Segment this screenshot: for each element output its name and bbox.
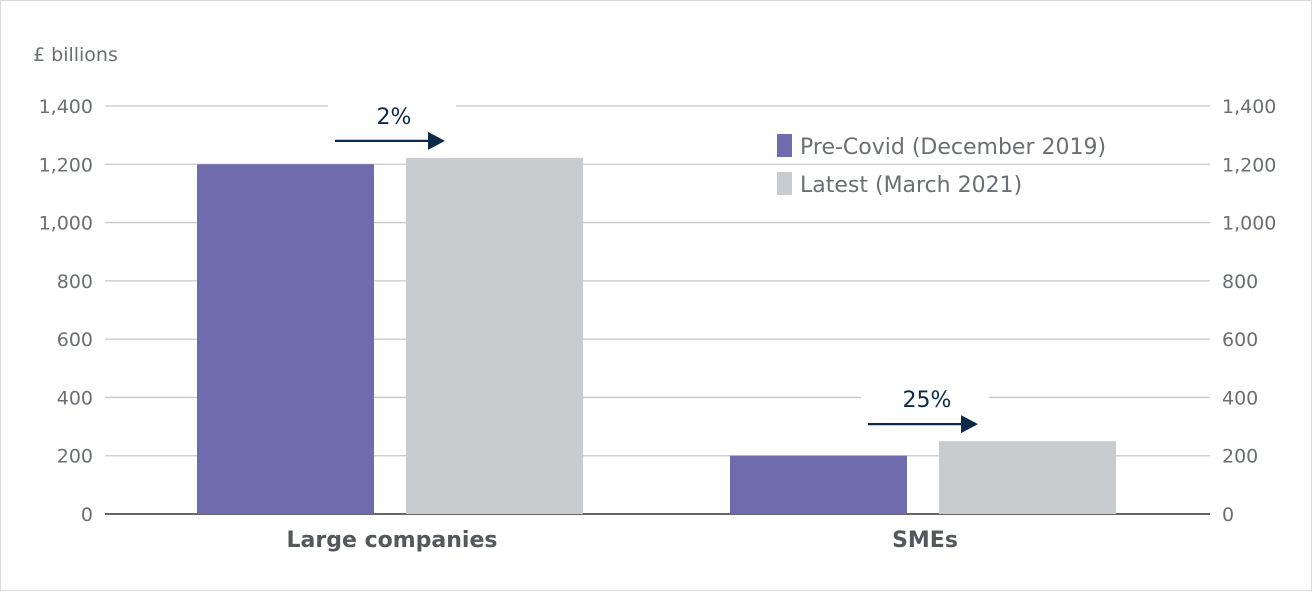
y-tick-label-right: 800	[1222, 271, 1258, 293]
x-tick-label: SMEs	[892, 528, 958, 553]
y-tick-label-right: 400	[1222, 387, 1258, 409]
y-tick-label-left: 400	[57, 387, 93, 409]
y-tick-label-left: 1,400	[39, 96, 93, 118]
bar-pre-covid-1	[730, 455, 907, 514]
annotation-bg	[328, 100, 456, 131]
legend-label: Latest (March 2021)	[800, 173, 1022, 198]
y-tick-label-left: 1,000	[39, 213, 93, 235]
bar-latest-1	[939, 441, 1116, 514]
y-tick-label-right: 600	[1222, 329, 1258, 351]
y-tick-label-left: 0	[81, 504, 93, 526]
bar-latest-0	[406, 157, 583, 515]
y-axis-label: £ billions	[33, 44, 118, 66]
y-tick-label-left: 600	[57, 329, 93, 351]
arrow-head-icon	[961, 415, 978, 434]
bar-pre-covid-0	[197, 164, 374, 515]
annotation-label: 25%	[903, 388, 952, 413]
legend-label: Pre-Covid (December 2019)	[800, 135, 1106, 160]
y-tick-label-left: 200	[57, 446, 93, 468]
arrow-head-icon	[428, 131, 445, 150]
y-tick-label-right: 1,200	[1222, 154, 1276, 176]
y-tick-label-left: 1,200	[39, 154, 93, 176]
annotation-bg	[861, 384, 989, 415]
y-tick-label-right: 200	[1222, 446, 1258, 468]
y-tick-label-left: 800	[57, 271, 93, 293]
y-tick-label-right: 1,400	[1222, 96, 1276, 118]
legend-swatch	[777, 134, 792, 157]
y-tick-label-right: 1,000	[1222, 213, 1276, 235]
legend-swatch	[777, 172, 792, 195]
y-tick-label-right: 0	[1222, 504, 1234, 526]
annotation-label: 2%	[377, 105, 412, 130]
x-tick-label: Large companies	[287, 528, 498, 553]
